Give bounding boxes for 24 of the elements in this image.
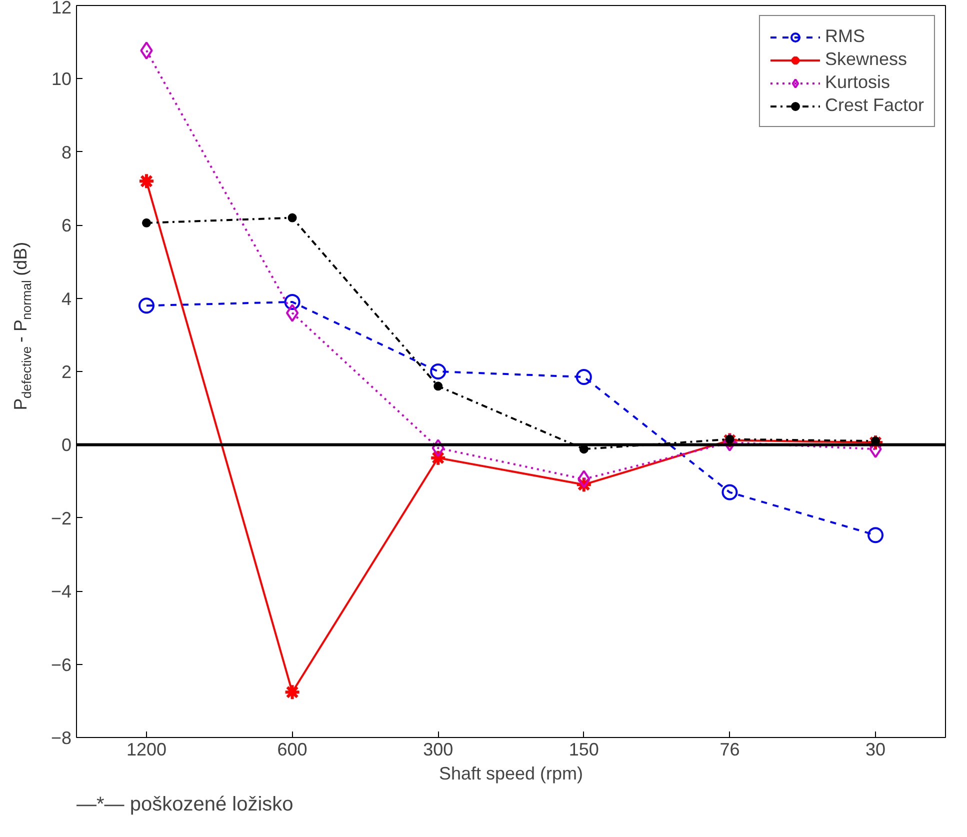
- y-tick-label: 2: [61, 362, 72, 382]
- x-tick-label: 300: [423, 740, 454, 760]
- x-axis-title: Shaft speed (rpm): [438, 764, 584, 784]
- x-tick-label: 76: [720, 740, 740, 760]
- legend-label: Kurtosis: [824, 72, 890, 93]
- text: —*— poškozené ložisko: [76, 794, 294, 816]
- y-axis-title: Pdefective - Pnormal (dB): [10, 242, 34, 410]
- legend-label: Crest Factor: [824, 95, 924, 116]
- y-tick-label: 8: [61, 142, 72, 162]
- x-tick-label: 600: [277, 740, 308, 760]
- x-tick-label: 30: [866, 740, 886, 760]
- y-tick-label: 6: [61, 216, 72, 236]
- y-tick-label: 0: [61, 435, 72, 456]
- y-tick-label: 12: [51, 0, 72, 18]
- legend-label: RMS: [824, 26, 865, 47]
- y-tick-label: −4: [50, 582, 72, 602]
- y-tick-label: 10: [51, 69, 72, 90]
- x-tick-label: 150: [568, 740, 599, 760]
- y-tick-label: −2: [50, 508, 72, 528]
- legend-label: Skewness: [824, 49, 908, 70]
- y-tick-label: 4: [61, 288, 72, 309]
- x-tick-label: 1200: [126, 740, 167, 760]
- y-tick-label: −8: [50, 728, 72, 748]
- y-tick-label: −6: [50, 654, 72, 675]
